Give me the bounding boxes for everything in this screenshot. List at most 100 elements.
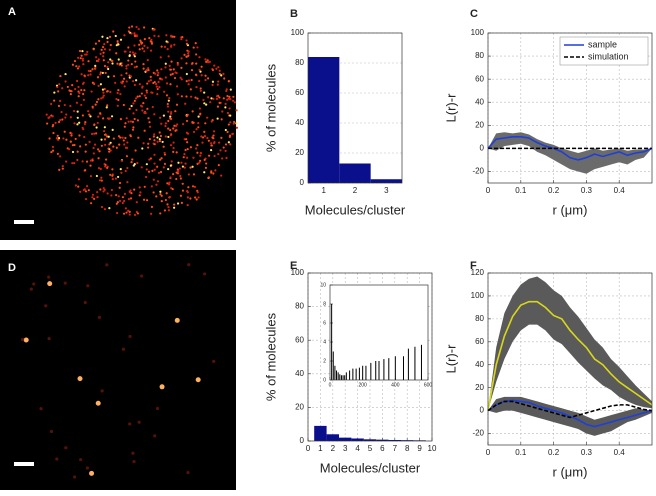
bar xyxy=(339,374,341,380)
dot xyxy=(87,60,90,63)
dot xyxy=(47,337,51,341)
dot xyxy=(147,170,151,173)
dot xyxy=(153,133,156,136)
dot xyxy=(203,102,206,105)
dot xyxy=(125,72,128,75)
dot xyxy=(122,103,125,107)
dot xyxy=(130,104,133,108)
dot xyxy=(95,100,99,104)
dot xyxy=(71,162,74,165)
dot xyxy=(138,43,141,46)
bar xyxy=(394,356,396,380)
dot xyxy=(158,77,162,80)
dot xyxy=(63,281,67,285)
dot xyxy=(165,34,168,37)
y-tick-label: 20 xyxy=(295,403,304,412)
bar xyxy=(370,179,402,183)
dot xyxy=(165,94,169,97)
dot xyxy=(133,188,136,191)
dot xyxy=(115,193,118,197)
dot xyxy=(135,65,138,68)
dot xyxy=(169,68,173,71)
dot xyxy=(146,107,149,110)
dot xyxy=(78,134,81,137)
dot xyxy=(107,61,110,64)
dot xyxy=(185,39,188,42)
dot xyxy=(143,185,146,188)
x-tick-label: 6 xyxy=(380,444,385,453)
x-tick-label: 4 xyxy=(355,444,360,453)
dot xyxy=(143,129,146,132)
dot xyxy=(154,72,157,75)
dot xyxy=(105,133,108,137)
dot xyxy=(197,196,200,199)
dot xyxy=(97,98,100,101)
dot xyxy=(62,137,65,140)
dot xyxy=(203,91,206,94)
dot xyxy=(82,63,85,66)
dot xyxy=(233,101,237,104)
bar xyxy=(345,372,347,380)
scale-bar xyxy=(14,220,34,224)
dot xyxy=(81,49,84,53)
dot xyxy=(81,126,84,129)
dot xyxy=(196,162,199,165)
dot xyxy=(157,171,161,174)
dot xyxy=(229,143,232,146)
dot xyxy=(110,59,113,62)
dot xyxy=(177,170,180,173)
dot xyxy=(132,460,136,464)
dot xyxy=(150,38,153,42)
dot xyxy=(130,191,133,195)
dot xyxy=(97,148,100,151)
dot xyxy=(119,117,123,121)
dot xyxy=(152,191,155,194)
dot xyxy=(112,75,116,78)
dot xyxy=(169,144,173,147)
dot xyxy=(163,162,167,166)
dot xyxy=(110,115,114,118)
dot xyxy=(20,337,25,342)
dot xyxy=(231,132,235,135)
dot xyxy=(184,162,187,165)
dot xyxy=(102,59,105,62)
dot xyxy=(180,38,183,41)
dot xyxy=(125,146,129,149)
dot xyxy=(142,63,145,66)
dot xyxy=(162,114,165,117)
dot xyxy=(152,28,155,31)
dot xyxy=(123,192,127,196)
y-axis-label: % of molecules xyxy=(263,63,278,152)
dot xyxy=(127,46,130,49)
dot xyxy=(167,110,170,113)
dot xyxy=(153,34,156,37)
dot xyxy=(119,92,122,96)
dot xyxy=(180,95,183,98)
dot xyxy=(83,300,87,305)
y-tick-label: 20 xyxy=(295,148,304,157)
dot xyxy=(109,141,112,144)
dot xyxy=(91,81,95,84)
dot xyxy=(77,56,80,59)
dot xyxy=(200,74,203,77)
dot xyxy=(45,113,48,116)
dot xyxy=(121,347,126,351)
dot xyxy=(208,60,211,63)
dot xyxy=(106,166,109,169)
dot xyxy=(98,39,101,43)
dot xyxy=(207,139,210,142)
dot xyxy=(185,119,189,123)
dot xyxy=(99,73,102,76)
dot xyxy=(86,50,89,54)
dot xyxy=(221,157,224,160)
dot xyxy=(143,94,146,97)
bar xyxy=(339,437,352,441)
x-tick-label: 2 xyxy=(353,186,358,195)
dot xyxy=(54,121,57,124)
series-line xyxy=(487,136,653,161)
dot xyxy=(56,134,59,137)
dot xyxy=(169,176,172,179)
dot xyxy=(123,85,126,88)
dot xyxy=(148,138,152,141)
y-tick-label: 0 xyxy=(480,143,485,152)
